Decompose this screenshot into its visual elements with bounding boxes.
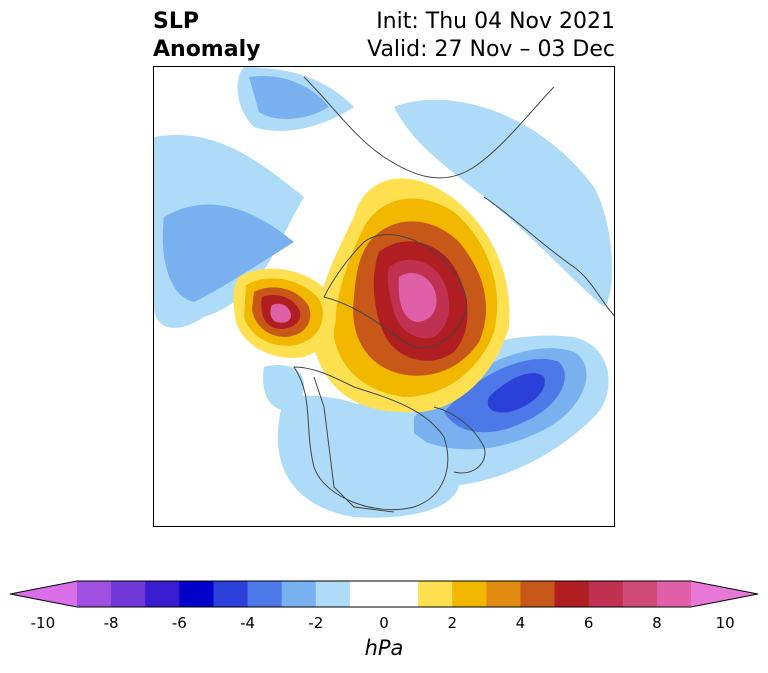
anomaly-map-svg	[154, 67, 614, 518]
colorbar-segment	[486, 581, 521, 607]
colorbar-outline	[10, 580, 758, 608]
colorbar-segment	[588, 581, 624, 607]
colorbar-segment	[247, 581, 283, 607]
colorbar-extend-high	[691, 581, 758, 607]
colorbar-segment	[213, 581, 249, 607]
valid-date: Valid: 27 Nov – 03 Dec	[367, 37, 615, 62]
colorbar-tick-label: 8	[652, 614, 662, 632]
anomaly-map	[153, 66, 615, 527]
colorbar-segment	[77, 581, 112, 607]
colorbar-segment	[520, 581, 556, 607]
colorbar-tick-label: -6	[171, 614, 187, 632]
variable-title: SLP Anomaly	[153, 8, 260, 64]
colorbar	[10, 580, 758, 608]
negative-anomaly-pacific	[154, 135, 304, 328]
init-date: Init: Thu 04 Nov 2021	[376, 9, 615, 34]
date-title: Init: Thu 04 Nov 2021 Valid: 27 Nov – 03…	[367, 8, 615, 64]
colorbar-segment	[315, 581, 351, 607]
colorbar-segment	[384, 581, 419, 607]
colorbar-tick-label: 0	[379, 614, 389, 632]
colorbar-extend-low	[10, 581, 77, 607]
colorbar-tick-label: -2	[308, 614, 324, 632]
colorbar-segment	[281, 581, 317, 607]
colorbar-segment	[179, 581, 214, 607]
coastlines	[293, 76, 614, 513]
colorbar-segment	[145, 581, 180, 607]
colorbar-tick-label: 6	[583, 614, 594, 632]
variable-title-line2: Anomaly	[153, 37, 261, 62]
colorbar-tick-label: 2	[447, 614, 457, 632]
negative-anomaly-usa	[263, 365, 460, 518]
variable-title-line1: SLP	[153, 9, 199, 34]
colorbar-tick-label: 4	[515, 614, 526, 632]
colorbar-segment	[452, 581, 487, 607]
colorbar-segment	[349, 581, 385, 607]
colorbar-tick-label: -8	[103, 614, 119, 632]
positive-anomaly-alaska	[233, 268, 336, 358]
colorbar-unit-label: hPa	[364, 636, 404, 660]
colorbar-segment	[656, 581, 692, 607]
colorbar-segment	[554, 581, 590, 607]
colorbar-segment	[418, 581, 453, 607]
colorbar-segment	[111, 581, 146, 607]
colorbar-tick-label: -10	[30, 614, 56, 632]
colorbar-segment	[622, 581, 658, 607]
colorbar-segments	[10, 581, 758, 607]
colorbar-tick-label: -4	[240, 614, 256, 632]
colorbar-tick-label: 10	[715, 614, 735, 632]
positive-anomaly-arctic	[314, 178, 510, 413]
